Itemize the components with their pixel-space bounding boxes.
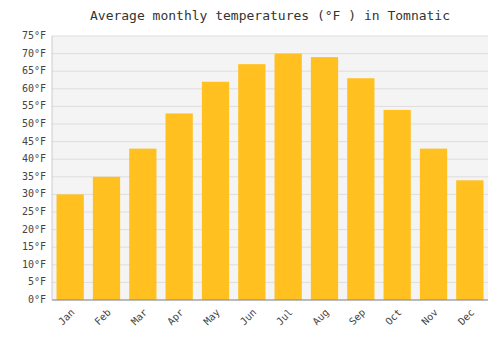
y-axis-line xyxy=(52,36,53,300)
x-tick-label: Feb xyxy=(92,307,113,328)
grid-line xyxy=(52,124,488,125)
grid-line xyxy=(52,141,488,142)
bar xyxy=(129,149,156,300)
y-tick-label: 15°F xyxy=(22,241,46,252)
y-tick-label: 25°F xyxy=(22,206,46,217)
x-tick-label: Sep xyxy=(347,307,368,328)
x-tick-label: Mar xyxy=(129,307,150,328)
bar xyxy=(57,194,84,300)
y-tick-label: 60°F xyxy=(22,83,46,94)
grid-line xyxy=(52,71,488,72)
x-tick-label: Nov xyxy=(419,307,440,328)
y-tick-label: 45°F xyxy=(22,136,46,147)
grid xyxy=(52,36,488,300)
grid-line xyxy=(52,88,488,89)
x-tick-label: Dec xyxy=(456,307,477,328)
bar xyxy=(311,57,338,300)
page: {"chart_data": {"type": "bar", "title": … xyxy=(0,0,500,350)
y-tick-label: 20°F xyxy=(22,224,46,235)
y-tick-label: 40°F xyxy=(22,153,46,164)
y-tick-label: 30°F xyxy=(22,188,46,199)
bar xyxy=(93,177,120,300)
y-tick-label: 65°F xyxy=(22,65,46,76)
x-tick-label: Apr xyxy=(165,307,186,328)
title: Average monthly temperatures (°F ) in To… xyxy=(90,8,450,23)
bar xyxy=(456,180,483,300)
bars xyxy=(57,54,484,300)
y-tick-label: 70°F xyxy=(22,48,46,59)
bar xyxy=(347,78,374,300)
bar xyxy=(238,64,265,300)
x-tick-label: Aug xyxy=(310,307,331,328)
x-tick-label: Jun xyxy=(238,307,259,328)
y-axis: 0°F 5°F 10°F 15°F 20°F 25°F 30°F 35°F 40°F 45°F 50… xyxy=(22,30,46,305)
plot-background xyxy=(52,36,488,300)
bar xyxy=(384,110,411,300)
y-tick-label: 35°F xyxy=(22,171,46,182)
x-tick-label: May xyxy=(201,307,222,328)
bar xyxy=(202,82,229,300)
bar xyxy=(420,149,447,300)
grid-line xyxy=(52,53,488,54)
grid-line xyxy=(52,36,488,37)
y-tick-label: 75°F xyxy=(22,30,46,41)
y-tick-label: 5°F xyxy=(28,276,46,287)
bar xyxy=(166,113,193,300)
y-tick-label: 55°F xyxy=(22,100,46,111)
chart-svg: 0°F 5°F 10°F 15°F 20°F 25°F 30°F 35°F 40°F 45°F 50… xyxy=(0,0,500,350)
x-axis: Jan Feb Mar Apr May Jun Jul Aug Sep Oct Nov Dec xyxy=(56,307,476,328)
x-tick-label: Jul xyxy=(274,307,295,328)
grid-line xyxy=(52,106,488,107)
x-axis-line xyxy=(52,300,488,301)
y-tick-label: 0°F xyxy=(28,294,46,305)
chart-container: 0°F 5°F 10°F 15°F 20°F 25°F 30°F 35°F 40°F 45°F 50… xyxy=(0,0,500,350)
y-tick-label: 10°F xyxy=(22,259,46,270)
bar xyxy=(275,54,302,300)
y-tick-label: 50°F xyxy=(22,118,46,129)
x-tick-label: Oct xyxy=(383,307,404,328)
grid-line xyxy=(52,300,488,301)
x-tick-label: Jan xyxy=(56,307,77,328)
